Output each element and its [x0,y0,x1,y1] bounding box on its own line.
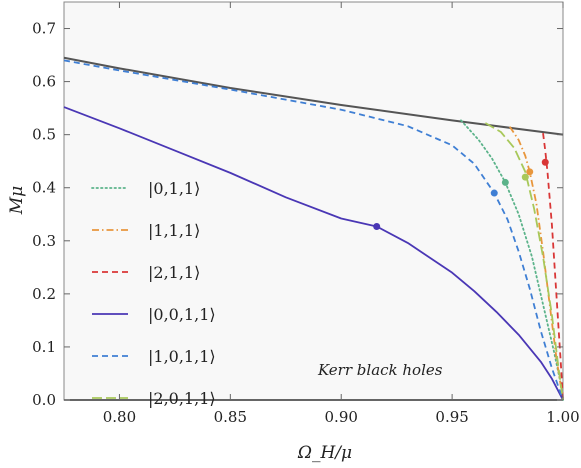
y-tick-label: 0.2 [32,285,56,303]
y-tick-label: 0.6 [32,73,56,91]
series-line-1 [509,126,564,401]
series-layer [63,56,564,401]
legend: |0,1,1⟩ |1,1,1⟩ |2,1,1⟩ |0,0,1,1⟩ |1,0,1,1⟩ |… [91,179,216,408]
series-line-3 [63,106,564,401]
legend-label-2: |2,1,1⟩ [148,263,200,282]
series-marker-2 [541,158,549,166]
tick-labels: 0.80 0.85 0.90 0.95 1.00 0.0 0.1 0.2 0.3 0.4 0.5 0.… [32,2,580,426]
legend-label-1: |1,1,1⟩ [148,221,200,240]
legend-label-5: |2,0,1,1⟩ [148,389,216,408]
legend-label-4: |1,0,1,1⟩ [148,347,216,366]
y-tick-label: 0.1 [32,338,56,356]
y-tick-label: 0.0 [32,391,56,409]
series-line-5 [484,122,564,401]
y-tick-label: 0.4 [32,179,56,197]
series-line-4 [63,59,564,401]
x-tick-label: 0.80 [103,408,136,426]
y-axis-title: Mμ [7,186,27,215]
x-tick-label: 0.95 [435,408,468,426]
series-marker-0 [501,178,509,186]
series-marker-5 [521,173,529,181]
x-axis-title: Ω_H/μ [297,443,352,463]
legend-label-0: |0,1,1⟩ [148,179,200,198]
axes-frame [63,1,564,401]
x-tick-label: 1.00 [546,408,579,426]
y-tick-label: 0.5 [32,126,56,144]
y-tick-label: 0.7 [32,20,56,38]
series-marker-4 [490,189,498,197]
y-tick-label: 0.3 [32,232,56,250]
series-marker-3 [373,222,381,230]
legend-label-3: |0,0,1,1⟩ [148,305,216,324]
plot-background [64,2,563,400]
kerr-annotation: Kerr black holes [317,361,443,379]
x-tick-label: 0.90 [325,408,358,426]
extremal-kerr-line [63,56,564,136]
series-marker-1 [526,168,534,176]
series-line-2 [542,132,564,401]
x-tick-label: 0.85 [214,408,247,426]
